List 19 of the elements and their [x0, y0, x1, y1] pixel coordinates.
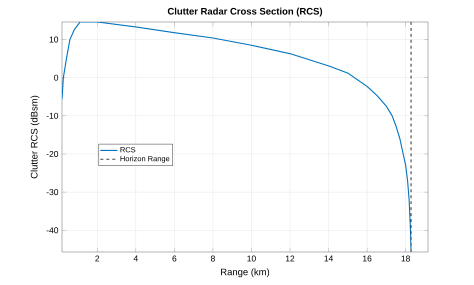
- x-tick-label: 8: [210, 256, 215, 262]
- x-tick-label: 10: [247, 256, 256, 262]
- x-tick-label: 6: [172, 256, 176, 262]
- x-tick-label: 16: [363, 256, 372, 262]
- x-axis-title: Range (km): [221, 268, 270, 278]
- y-tick-label: -30: [46, 189, 58, 196]
- y-tick-label: -20: [46, 150, 58, 157]
- x-tick-label: 12: [286, 256, 294, 262]
- x-tick-label: 2: [95, 256, 100, 262]
- line-series: [62, 22, 412, 252]
- x-tick-label: 18: [402, 256, 410, 262]
- x-tick-label: 4: [134, 256, 138, 262]
- y-tick-label: 0: [54, 74, 58, 81]
- y-tick-label: 10: [50, 36, 58, 43]
- chart-title: Clutter Radar Cross Section (RCS): [168, 8, 322, 17]
- y-tick-label: -40: [46, 227, 58, 234]
- x-tick-label: 14: [324, 256, 334, 262]
- y-axis-title: Clutter RCS (dBsm): [30, 96, 40, 178]
- y-tick-label: -10: [46, 112, 58, 119]
